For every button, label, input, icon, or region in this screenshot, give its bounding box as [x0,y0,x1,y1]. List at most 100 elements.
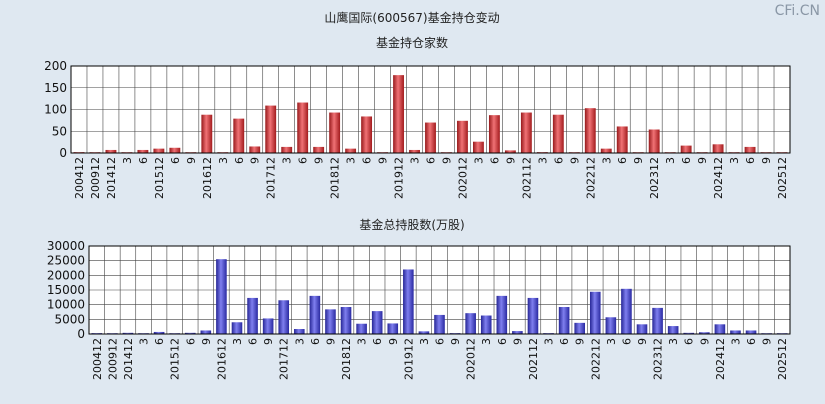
x-tick-label: 3 [536,157,549,164]
x-tick-label: 9 [511,338,524,345]
x-tick-label: 3 [480,338,493,345]
x-tick-label: 9 [696,157,709,164]
x-tick-label: 6 [297,157,310,164]
x-tick-label: 202512 [776,157,789,199]
x-tick-label: 9 [313,157,326,164]
y-tick-label: 30000 [47,239,85,253]
bar [200,330,212,334]
x-tick-label: 6 [309,338,322,345]
bar [137,149,149,153]
x-tick-label: 202412 [712,157,725,199]
x-tick-label: 202412 [714,338,727,380]
bar [409,149,420,153]
x-tick-label: 9 [574,338,587,345]
x-tick-label: 200412 [73,157,86,199]
x-tick-label: 3 [345,157,358,164]
bar [345,148,357,153]
x-tick-label: 6 [169,157,182,164]
y-tick-label: 150 [44,81,67,95]
bar [361,116,373,153]
bar [680,145,692,153]
x-tick-label: 9 [200,338,213,345]
x-tick-label: 201612 [201,157,214,199]
x-tick-label: 202312 [652,338,665,380]
x-tick-label: 6 [247,338,260,345]
x-tick-label: 3 [281,157,294,164]
bar [589,291,601,334]
bar [552,114,564,153]
x-tick-label: 6 [233,157,246,164]
bar [418,331,430,334]
x-tick-label: 6 [153,338,166,345]
x-tick-label: 6 [620,338,633,345]
x-tick-label: 9 [324,338,337,345]
x-tick-label: 6 [558,338,571,345]
bar [512,331,523,334]
bar [329,112,341,153]
panel1-title: 基金持仓家数 [376,35,448,50]
bar [636,324,648,334]
bar [745,330,757,334]
x-tick-label: 9 [632,157,645,164]
x-tick-label: 202212 [589,338,602,380]
bar [616,126,628,153]
bar [278,300,290,334]
bar [313,146,325,153]
bar [231,322,243,334]
x-tick-label: 6 [361,157,374,164]
bar [393,75,404,153]
x-tick-label: 6 [371,338,384,345]
x-tick-label: 9 [387,338,400,345]
x-tick-label: 6 [434,338,447,345]
x-tick-label: 201812 [340,338,353,380]
bar [496,295,508,334]
x-tick-label: 3 [138,338,151,345]
bar [403,269,414,334]
bar [340,307,352,334]
x-tick-label: 201512 [169,338,182,380]
x-tick-label: 201912 [402,338,415,380]
y-tick-label: 0 [59,146,67,160]
bar [473,141,484,153]
y-tick-label: 15000 [47,283,85,297]
x-tick-label: 3 [729,338,742,345]
x-tick-label: 9 [249,157,262,164]
x-tick-label: 9 [760,157,773,164]
bar [281,146,293,153]
bar [527,297,539,334]
bar [574,322,585,334]
bar [216,259,227,334]
x-tick-label: 6 [745,338,758,345]
x-tick-label: 6 [616,157,629,164]
x-tick-label: 3 [231,338,244,345]
x-tick-label: 201612 [215,338,228,380]
x-tick-label: 201512 [153,157,166,199]
x-tick-label: 200412 [91,338,104,380]
x-tick-label: 202212 [584,157,597,199]
bar [465,313,476,334]
x-tick-label: 3 [472,157,485,164]
bar [265,105,277,153]
y-tick-label: 25000 [47,254,85,268]
x-tick-label: 3 [543,338,556,345]
bar [434,314,445,334]
bar [425,122,436,153]
bar [699,332,710,334]
x-tick-label: 3 [600,157,613,164]
bar [600,148,612,153]
bar [744,146,756,153]
bar [387,323,399,334]
x-tick-label: 201412 [105,157,118,199]
x-tick-label: 9 [377,157,390,164]
x-tick-label: 9 [504,157,517,164]
plot-border [70,65,791,154]
bar [652,307,663,334]
bar [122,332,134,334]
bar [714,324,726,334]
bar [153,148,165,153]
x-tick-label: 6 [744,157,757,164]
bar [558,307,570,334]
bar [683,332,695,334]
